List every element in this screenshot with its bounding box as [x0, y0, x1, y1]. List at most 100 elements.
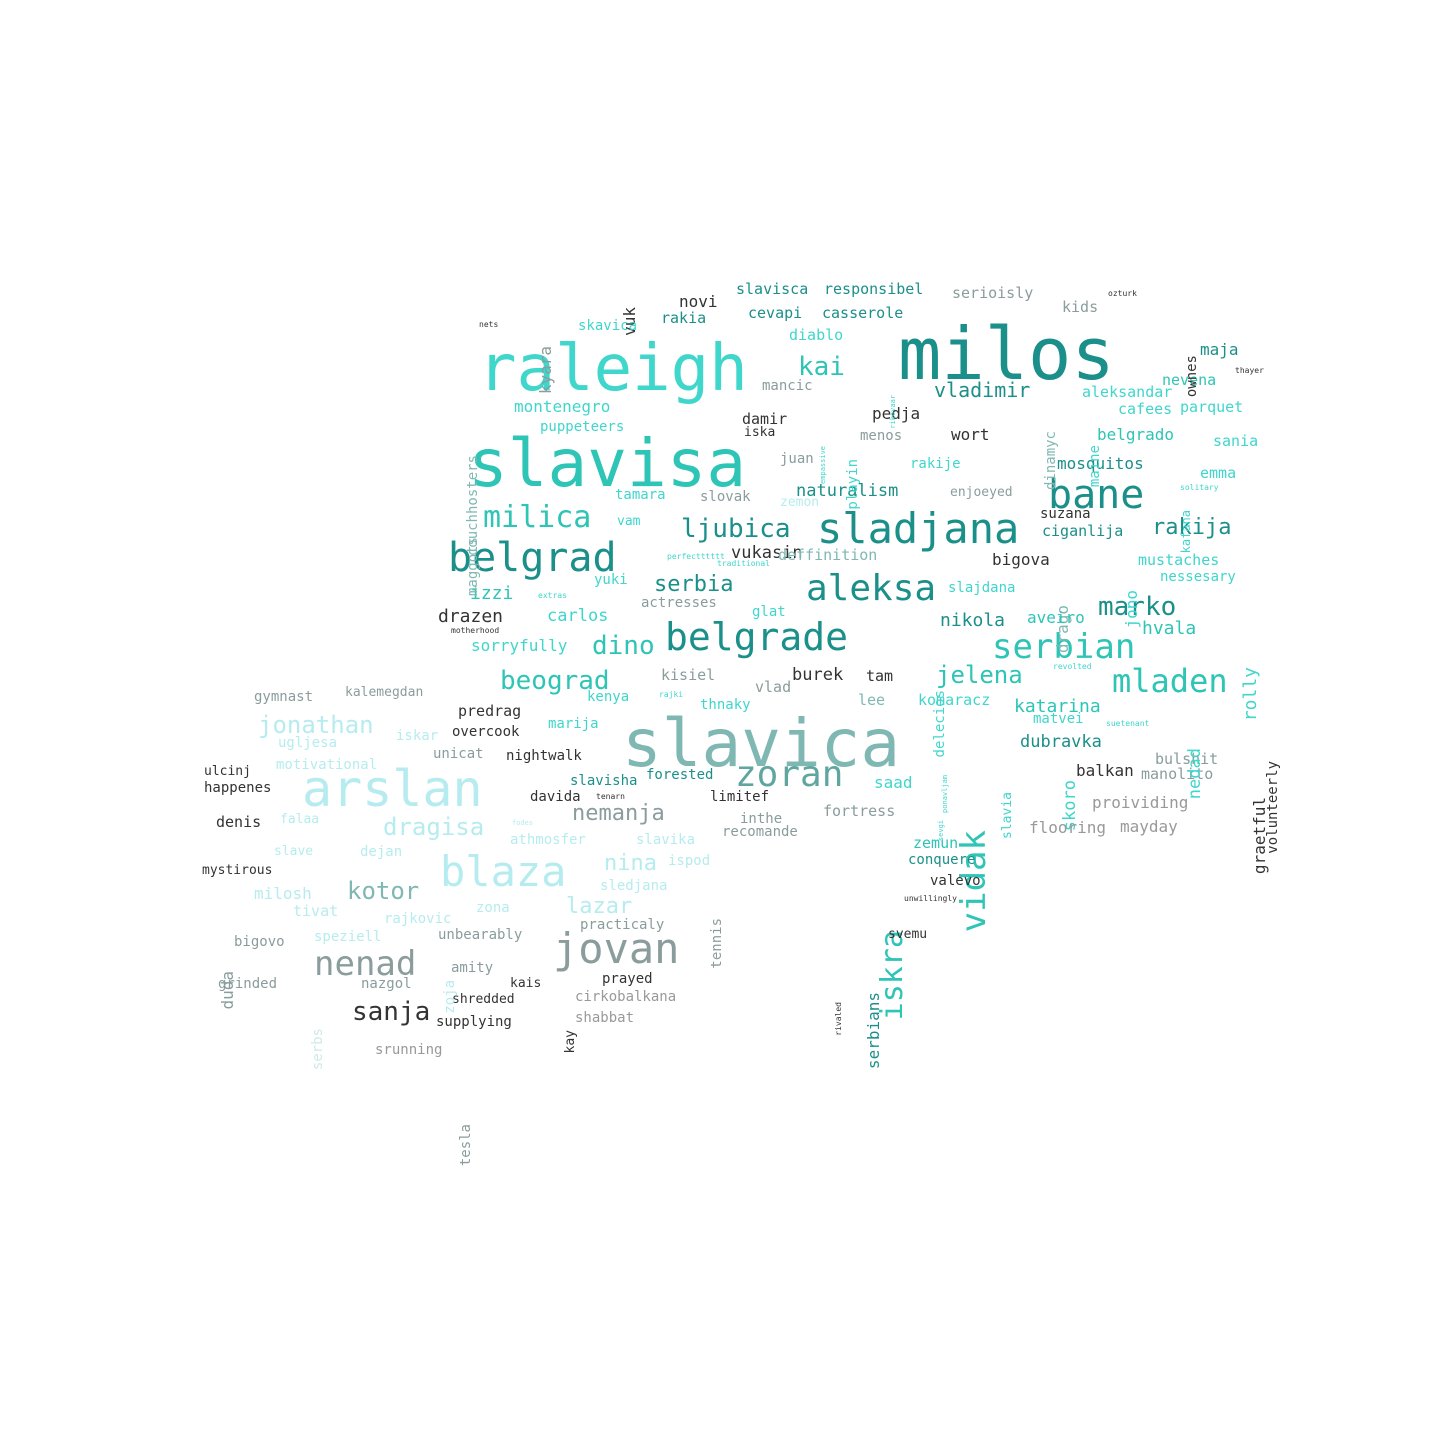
cloud-word: sania	[1213, 432, 1259, 450]
cloud-word: rivaled	[834, 1002, 843, 1036]
cloud-word: rajkovic	[384, 911, 452, 927]
cloud-word: saad	[874, 773, 913, 792]
cloud-word: cirkobalkana	[575, 989, 677, 1005]
cloud-word: thnaky	[700, 697, 751, 713]
cloud-word: sevgi	[937, 820, 945, 842]
cloud-word: rikovaar	[889, 395, 897, 429]
cloud-word: menos	[860, 428, 903, 444]
cloud-word: serbia	[654, 572, 734, 597]
cloud-word: nazgol	[361, 976, 412, 992]
cloud-word: slajdana	[948, 580, 1016, 596]
cloud-word: ispod	[668, 853, 711, 869]
cloud-word: katarina	[1014, 696, 1101, 717]
cloud-word: unwillingly	[904, 894, 957, 903]
cloud-word: jovan	[553, 924, 680, 973]
cloud-word: rakija	[1152, 515, 1232, 540]
cloud-word: carlos	[547, 606, 609, 626]
cloud-word: aleksa	[806, 568, 937, 609]
cloud-word: ljubica	[681, 514, 791, 544]
cloud-word: zoran	[735, 754, 844, 795]
cloud-word: skavica	[578, 318, 638, 334]
cloud-word: milosh	[254, 884, 312, 903]
cloud-word: maja	[1200, 340, 1239, 359]
cloud-word: casserole	[822, 304, 904, 322]
cloud-word: emma	[1200, 464, 1237, 482]
cloud-word: lazar	[566, 894, 633, 919]
cloud-word: revolted	[1053, 662, 1092, 671]
cloud-word: nets	[479, 320, 499, 329]
cloud-word: jelena	[936, 661, 1023, 689]
cloud-word: sladjana	[817, 504, 1020, 553]
cloud-word: proividing	[1092, 793, 1189, 812]
cloud-word: enjoeyed	[950, 485, 1013, 500]
cloud-word: dinamyc	[1043, 431, 1059, 491]
cloud-word: kyara	[536, 346, 555, 395]
cloud-word: ozturk	[1108, 289, 1137, 298]
cloud-word: raleigh	[478, 332, 748, 406]
cloud-word: nikola	[940, 610, 1006, 631]
cloud-word: duda	[218, 971, 237, 1010]
cloud-word: tivat	[293, 902, 339, 920]
cloud-word: dragisa	[383, 813, 485, 841]
cloud-word: pedja	[872, 404, 921, 423]
cloud-word: zona	[476, 900, 510, 916]
cloud-word: bane	[1048, 472, 1145, 518]
cloud-word: motherhood	[451, 626, 500, 635]
cloud-word: damir	[742, 410, 788, 428]
cloud-word: shabbat	[575, 1010, 635, 1026]
cloud-word: zemun	[913, 834, 959, 852]
cloud-word: fortress	[823, 802, 896, 820]
cloud-word: ciganlija	[1042, 522, 1124, 540]
cloud-word: lee	[858, 691, 886, 709]
cloud-word: marko	[1098, 592, 1177, 622]
cloud-word: speziell	[314, 929, 382, 945]
cloud-word: milica	[483, 500, 592, 535]
cloud-word: glat	[752, 604, 786, 620]
cloud-word: aleksandar	[1082, 383, 1173, 401]
cloud-word: limitef	[710, 789, 770, 805]
cloud-word: cafees	[1118, 400, 1173, 418]
cloud-word: mystirous	[202, 863, 273, 878]
cloud-word: svemu	[888, 927, 928, 942]
cloud-word: jonathan	[258, 711, 374, 739]
cloud-word: serioisly	[952, 284, 1034, 302]
cloud-word: dino	[592, 631, 655, 661]
cloud-word: wort	[951, 425, 990, 444]
cloud-word: playin	[845, 459, 861, 510]
cloud-word: tenarn	[596, 792, 625, 801]
cloud-word: kais	[510, 976, 542, 991]
cloud-word: mosquitos	[1057, 454, 1144, 473]
cloud-word: unbearably	[438, 927, 523, 943]
cloud-word: zoja	[442, 980, 458, 1014]
cloud-word: shredded	[452, 992, 515, 1007]
cloud-word: manolito	[1141, 765, 1214, 783]
cloud-word: aveiro	[1027, 608, 1085, 627]
cloud-word: nenad	[314, 944, 417, 984]
cloud-word: rolly	[1240, 667, 1261, 722]
cloud-word: sanja	[352, 997, 431, 1027]
cloud-word: kisiel	[661, 666, 716, 684]
cloud-word: empassive	[819, 446, 827, 484]
cloud-word: tamara	[615, 487, 666, 503]
cloud-word: rakije	[910, 456, 961, 472]
cloud-word: izzi	[470, 583, 514, 604]
cloud-word: montenegro	[514, 397, 611, 416]
cloud-word: grinded	[218, 976, 278, 992]
cloud-word: suzana	[1040, 506, 1091, 522]
cloud-word: mancic	[762, 378, 813, 394]
cloud-word: slavisca	[736, 280, 809, 298]
cloud-word: beograd	[500, 666, 610, 696]
cloud-word: traditional	[717, 559, 770, 568]
cloud-word: jono	[1122, 590, 1141, 629]
cloud-word: iska	[744, 425, 776, 440]
cloud-word: kotor	[347, 877, 420, 905]
cloud-word: amity	[451, 960, 494, 976]
cloud-word: tesla	[458, 1124, 474, 1167]
cloud-word: juan	[780, 451, 814, 467]
cloud-word: rajki	[659, 690, 684, 699]
cloud-word: nemanja	[572, 801, 665, 826]
cloud-word: belgrad	[448, 535, 617, 581]
cloud-word: practicaly	[580, 917, 665, 933]
cloud-word: serbians	[864, 992, 883, 1070]
